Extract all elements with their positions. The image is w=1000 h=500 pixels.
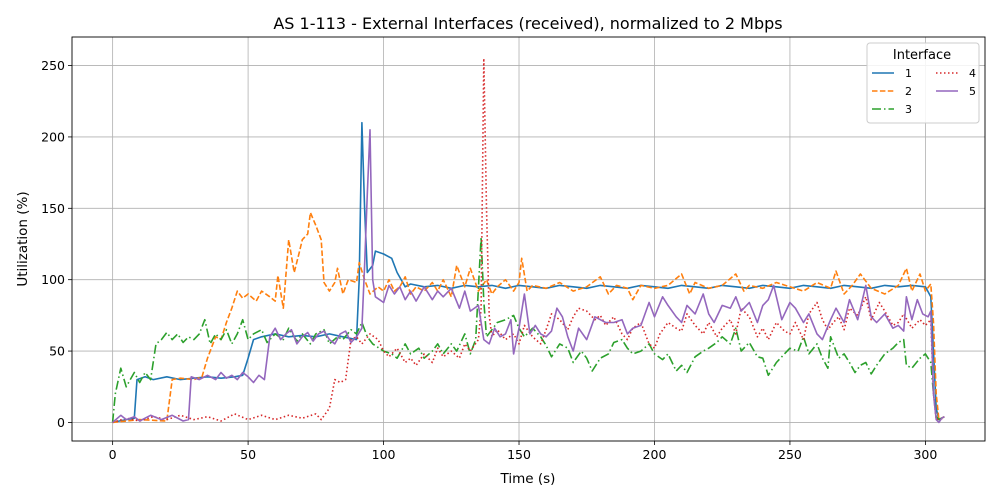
plot-frame <box>71 36 986 442</box>
legend-label-1: 1 <box>905 67 912 80</box>
legend-label-2: 2 <box>905 85 912 98</box>
y-tick-label: 250 <box>41 58 65 73</box>
grid-lines <box>72 37 985 441</box>
legend-label-3: 3 <box>905 103 912 116</box>
x-tick-label: 0 <box>109 447 117 462</box>
x-axis: 0 50 100 150 200 250 300 <box>109 441 937 462</box>
series-line-1 <box>112 121 945 424</box>
legend-frame <box>866 42 980 124</box>
legend: Interface 1 2 3 4 5 <box>866 42 980 124</box>
x-tick-label: 250 <box>778 447 802 462</box>
x-tick-label: 100 <box>372 447 396 462</box>
x-tick-label: 150 <box>507 447 531 462</box>
legend-label-5: 5 <box>969 85 976 98</box>
plot-background <box>72 37 985 441</box>
x-axis-label: Time (s) <box>500 471 556 487</box>
y-axis-label: Utilization (%) <box>15 191 31 286</box>
y-tick-label: 100 <box>41 272 65 287</box>
x-tick-label: 50 <box>240 447 256 462</box>
x-tick-label: 300 <box>913 447 937 462</box>
series-line-2 <box>112 211 945 424</box>
x-tick-label: 200 <box>643 447 667 462</box>
y-tick-label: 200 <box>41 129 65 144</box>
y-tick-label: 50 <box>49 344 65 359</box>
y-tick-label: 0 <box>57 415 65 430</box>
series-group <box>111 57 945 424</box>
y-axis: 0 50 100 150 200 250 <box>41 58 72 430</box>
y-tick-label: 150 <box>41 201 65 216</box>
chart-title: AS 1-113 - External Interfaces (received… <box>273 14 782 33</box>
legend-title: Interface <box>893 48 951 63</box>
legend-label-4: 4 <box>969 67 976 80</box>
series-line-5 <box>112 129 945 424</box>
